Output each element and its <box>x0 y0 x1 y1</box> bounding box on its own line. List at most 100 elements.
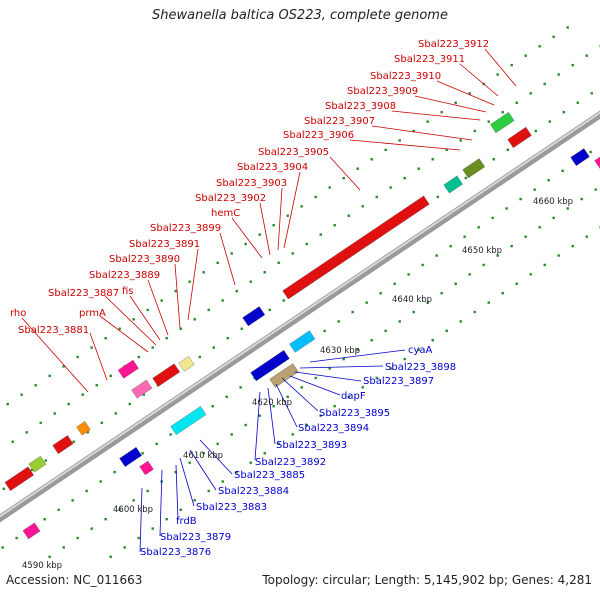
gene-label-sbal223-3898[interactable]: Sbal223_3898 <box>385 362 456 373</box>
scale-tick <box>571 244 574 248</box>
leader-line <box>199 439 233 475</box>
leader-line <box>294 371 362 382</box>
gene-label-sbal223-3887[interactable]: Sbal223_3887 <box>48 288 119 299</box>
scale-tick <box>506 148 509 152</box>
reverse-gene-block <box>250 350 290 382</box>
scale-tick <box>585 235 588 238</box>
scale-tick <box>258 233 261 236</box>
scale-tick <box>389 367 392 370</box>
gene-label-sbal223-3881[interactable]: Sbal223_3881 <box>18 325 89 336</box>
scale-tick <box>179 327 182 330</box>
scale-tick <box>76 355 79 359</box>
scale-tick <box>174 289 177 293</box>
gene-label-sbal223-3876[interactable]: Sbal223_3876 <box>140 547 211 558</box>
scale-tick <box>370 339 373 342</box>
gene-label-sbal223-3879[interactable]: Sbal223_3879 <box>160 532 231 543</box>
scale-tick <box>365 301 368 304</box>
scale-tick <box>151 346 154 349</box>
gene-label-sbal223-3906[interactable]: Sbal223_3906 <box>283 130 354 141</box>
map-title: Shewanella baltica OS223, complete genom… <box>152 8 448 23</box>
forward-gene-block <box>152 363 181 387</box>
leader-line <box>129 295 161 341</box>
scale-tick <box>258 414 261 417</box>
gene-label-sbal223-3897[interactable]: Sbal223_3897 <box>363 376 434 387</box>
scale-tick <box>454 282 457 285</box>
gene-label-sbal223-3907[interactable]: Sbal223_3907 <box>304 116 375 127</box>
scale-tick <box>552 216 555 220</box>
scale-tick <box>491 216 494 220</box>
gene-label-sbal223-3908[interactable]: Sbal223_3908 <box>325 101 396 112</box>
scale-tick <box>501 110 504 114</box>
gene-label-dapf[interactable]: dapF <box>341 391 366 402</box>
scale-tick <box>104 517 107 521</box>
gene-label-sbal223-3883[interactable]: Sbal223_3883 <box>196 502 267 513</box>
leader-line <box>174 263 181 329</box>
scale-tick <box>375 376 378 380</box>
leader-line <box>179 457 195 507</box>
gene-label-sbal223-3893[interactable]: Sbal223_3893 <box>276 440 347 451</box>
gene-label-sbal223-3895[interactable]: Sbal223_3895 <box>319 408 390 419</box>
scale-tick <box>235 289 238 293</box>
scale-tick <box>459 139 462 142</box>
scale-tick <box>417 348 420 351</box>
gene-label-cyaa[interactable]: cyaA <box>408 345 433 356</box>
scale-tick <box>524 54 527 57</box>
gene-label-sbal223-3884[interactable]: Sbal223_3884 <box>218 486 289 497</box>
gene-label-sbal223-3890[interactable]: Sbal223_3890 <box>109 254 180 265</box>
scale-tick <box>86 431 89 434</box>
scale-tick <box>39 421 42 425</box>
gene-label-sbal223-3894[interactable]: Sbal223_3894 <box>298 423 369 434</box>
scale-tick <box>165 336 168 340</box>
scale-tick <box>576 101 579 104</box>
leader-line <box>309 349 406 363</box>
scale-label-4630: 4630 kbp <box>320 346 360 356</box>
gene-label-sbal223-3889[interactable]: Sbal223_3889 <box>89 270 160 281</box>
gene-label-sbal223-3885[interactable]: Sbal223_3885 <box>234 470 305 481</box>
scale-tick <box>71 499 74 502</box>
scale-tick <box>1 546 4 549</box>
gene-label-prma[interactable]: prmA <box>79 308 106 319</box>
scale-tick <box>403 176 406 180</box>
scale-tick <box>384 329 387 333</box>
scale-tick <box>249 280 252 283</box>
gene-label-sbal223-3891[interactable]: Sbal223_3891 <box>129 239 200 250</box>
scale-tick <box>305 242 308 246</box>
scale-tick <box>141 452 144 455</box>
scale-tick <box>123 546 126 549</box>
gene-label-sbal223-3905[interactable]: Sbal223_3905 <box>258 147 329 158</box>
gene-label-sbal223-3904[interactable]: Sbal223_3904 <box>237 162 308 173</box>
gene-label-sbal223-3912[interactable]: Sbal223_3912 <box>418 39 489 50</box>
scale-tick <box>211 405 214 408</box>
gene-label-sbal223-3909[interactable]: Sbal223_3909 <box>347 86 418 97</box>
scale-tick <box>449 244 452 248</box>
scale-tick <box>379 292 382 295</box>
gene-label-frdb[interactable]: frdB <box>176 516 197 527</box>
gene-label-fis[interactable]: fis <box>122 286 134 297</box>
scale-tick <box>557 254 560 257</box>
leader-line <box>99 315 149 353</box>
scale-tick <box>501 291 504 295</box>
scale-tick <box>351 310 354 314</box>
gene-label-sbal223-3911[interactable]: Sbal223_3911 <box>394 54 465 65</box>
scale-tick <box>11 440 14 443</box>
scale-tick <box>510 63 513 67</box>
leader-line <box>289 375 341 396</box>
gene-label-hemc[interactable]: hemC <box>211 208 240 219</box>
scale-tick <box>323 329 326 333</box>
gene-label-sbal223-3899[interactable]: Sbal223_3899 <box>150 223 221 234</box>
gene-label-sbal223-3902[interactable]: Sbal223_3902 <box>195 193 266 204</box>
scale-tick <box>543 263 546 267</box>
gene-label-sbal223-3892[interactable]: Sbal223_3892 <box>255 457 326 468</box>
scale-tick <box>464 176 467 180</box>
gene-label-rho[interactable]: rho <box>10 308 26 319</box>
gene-label-sbal223-3910[interactable]: Sbal223_3910 <box>370 71 441 82</box>
scale-tick <box>445 148 448 152</box>
scale-tick <box>282 299 285 302</box>
scale-tick <box>114 412 117 415</box>
scale-tick <box>118 508 121 511</box>
scale-tick <box>48 555 51 559</box>
scale-tick <box>240 327 243 330</box>
gene-label-sbal223-3903[interactable]: Sbal223_3903 <box>216 178 287 189</box>
scale-tick <box>113 470 116 474</box>
